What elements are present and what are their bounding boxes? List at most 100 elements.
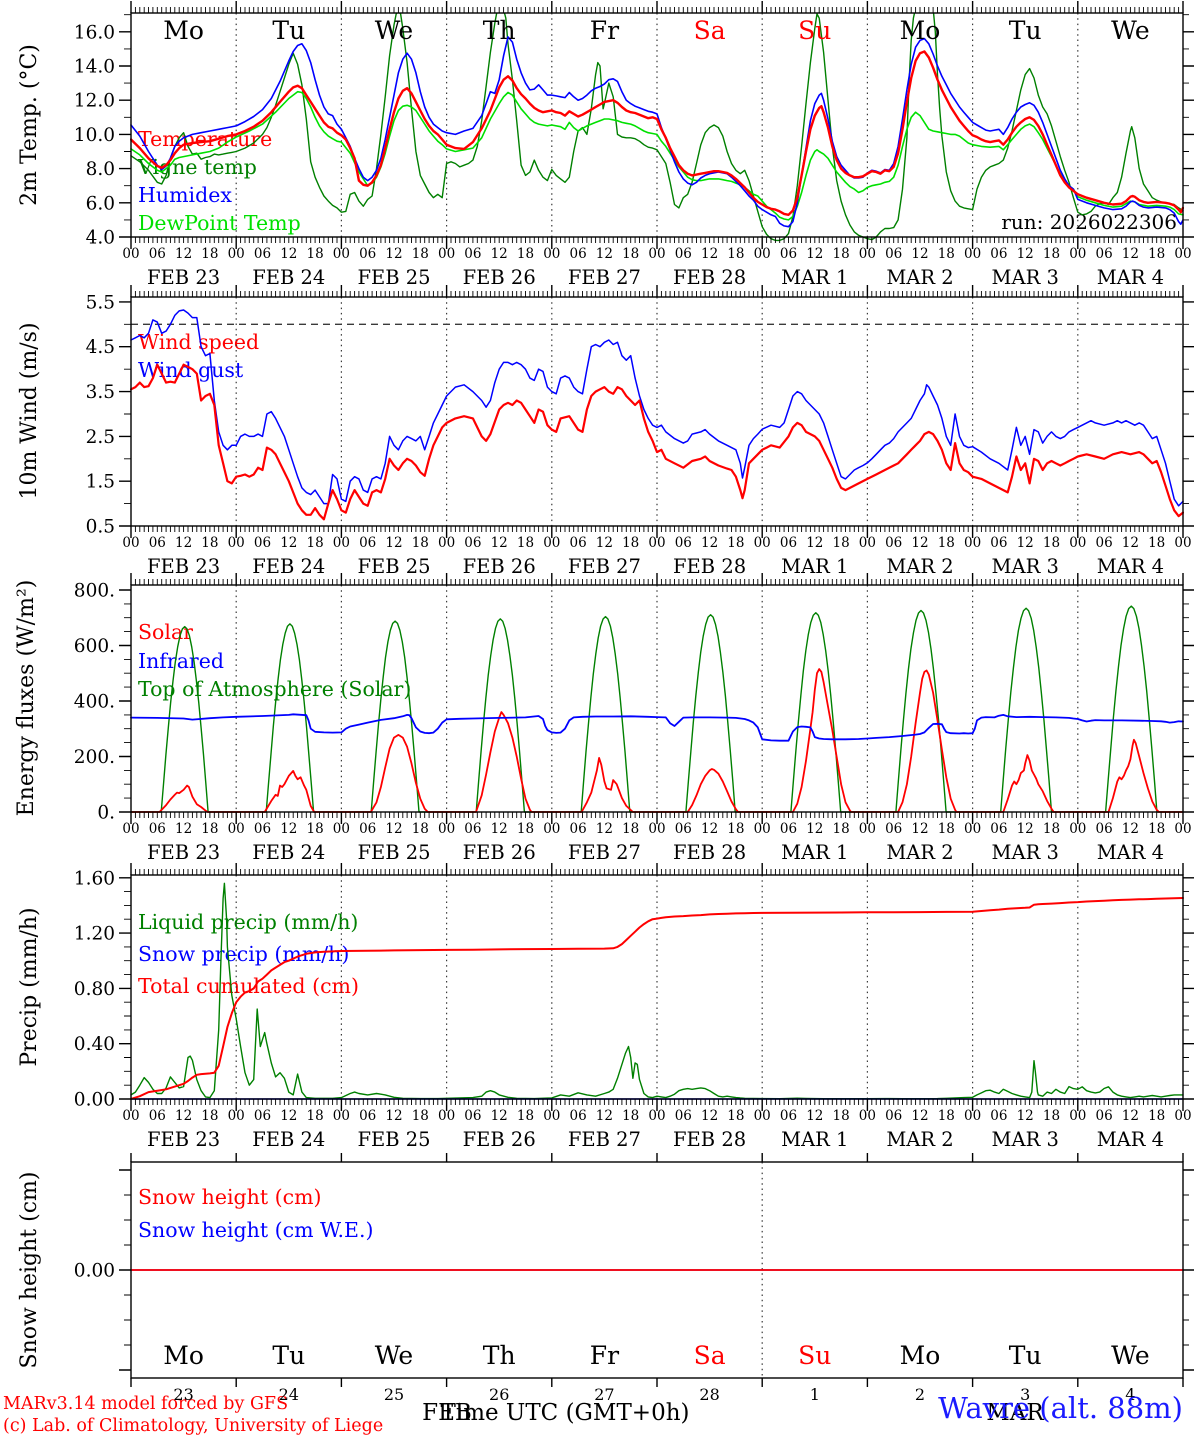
hour-tick-label: 06	[885, 535, 902, 551]
hour-tick-label: 18	[201, 535, 218, 551]
curve-wind-gust	[130, 309, 1184, 507]
y-tick-label: 400.	[74, 691, 115, 712]
hour-tick-label: 00	[543, 535, 560, 551]
hour-tick-label: 06	[149, 1108, 166, 1124]
hour-tick-label: 12	[1122, 535, 1139, 551]
minor-ticks	[124, 579, 1189, 818]
time-axis-label: Time UTC (GMT+0h)	[440, 1400, 690, 1426]
panel-wind-series	[130, 309, 1184, 521]
day-name-label: Tu	[272, 1341, 305, 1370]
date-label: MAR 4	[1097, 266, 1164, 289]
hour-tick-label: 12	[596, 821, 613, 837]
hour-tick-label: 00	[754, 821, 771, 837]
hour-tick-label: 06	[675, 1108, 692, 1124]
hour-tick-label: 12	[280, 1108, 297, 1124]
hour-tick-label: 18	[307, 535, 324, 551]
hour-tick-label: 18	[307, 246, 324, 262]
hour-tick-label: 00	[1174, 821, 1191, 837]
legend-dewpoint-temp: DewPoint Temp	[138, 211, 301, 235]
hour-tick-label: 12	[701, 1108, 718, 1124]
hour-tick-label: 18	[727, 535, 744, 551]
hour-tick-label: 06	[254, 821, 271, 837]
hour-tick-label: 18	[727, 821, 744, 837]
date-label: FEB 26	[463, 1128, 536, 1151]
hour-tick-label: 18	[622, 535, 639, 551]
y-tick-label: 0.40	[74, 1034, 115, 1055]
hour-tick-label: 00	[754, 246, 771, 262]
hour-tick-label: 12	[1017, 246, 1034, 262]
date-label: FEB 28	[673, 841, 746, 864]
hour-tick-label: 06	[675, 535, 692, 551]
hour-tick-label: 06	[149, 535, 166, 551]
hour-tick-label: 18	[412, 535, 429, 551]
hour-tick-label: 06	[1096, 535, 1113, 551]
date-label: FEB 28	[673, 555, 746, 578]
hour-tick-label: 12	[491, 821, 508, 837]
hour-tick-label: 00	[754, 1108, 771, 1124]
hour-tick-label: 18	[412, 821, 429, 837]
day-name-label: Mo	[163, 16, 204, 45]
hour-tick-label: 06	[254, 246, 271, 262]
hour-tick-label: 18	[1043, 246, 1060, 262]
hour-tick-label: 06	[1096, 821, 1113, 837]
curve-temperature	[130, 50, 1184, 216]
hour-tick-label: 00	[1174, 1108, 1191, 1124]
hour-tick-label: 00	[438, 535, 455, 551]
date-label: MAR 1	[781, 1128, 848, 1151]
hour-tick-label: 06	[990, 246, 1007, 262]
hour-tick-label: 00	[964, 1108, 981, 1124]
date-label: FEB 25	[357, 555, 430, 578]
hour-tick-label: 00	[438, 246, 455, 262]
lab-credit: (c) Lab. of Climatology, University of L…	[3, 1416, 384, 1436]
hour-tick-label: 18	[307, 1108, 324, 1124]
date-label: FEB 25	[357, 266, 430, 289]
hour-tick-label: 00	[438, 1108, 455, 1124]
hour-tick-label: 18	[938, 1108, 955, 1124]
hour-tick-label: 00	[438, 821, 455, 837]
hour-tick-label: 06	[780, 821, 797, 837]
hour-tick-label: 12	[491, 246, 508, 262]
hour-tick-label: 06	[464, 535, 481, 551]
hour-tick-label: 00	[964, 246, 981, 262]
y-tick-label: 1.20	[74, 924, 115, 945]
date-label: FEB 27	[568, 1128, 641, 1151]
hour-tick-label: 18	[938, 246, 955, 262]
hour-tick-label: 00	[754, 535, 771, 551]
date-label: MAR 2	[886, 1128, 953, 1151]
y-tick-label: 5.5	[86, 292, 115, 313]
curve-solar	[130, 668, 1184, 813]
hour-tick-label: 12	[385, 821, 402, 837]
day-name-label: Su	[798, 16, 831, 45]
hour-tick-label: 00	[228, 535, 245, 551]
y-tick-label: 600.	[74, 636, 115, 657]
hour-tick-label: 12	[175, 246, 192, 262]
hour-tick-label: 12	[911, 821, 928, 837]
day-name-label: We	[375, 1341, 413, 1370]
date-label: FEB 23	[147, 841, 220, 864]
hour-tick-label: 18	[938, 535, 955, 551]
hour-tick-label: 12	[175, 1108, 192, 1124]
day-name-label: Mo	[900, 16, 941, 45]
hour-tick-label: 18	[727, 1108, 744, 1124]
date-label: MAR 1	[781, 555, 848, 578]
hour-tick-label: 18	[1148, 1108, 1165, 1124]
hour-tick-label: 18	[517, 821, 534, 837]
hour-tick-label: 00	[122, 1108, 139, 1124]
day-name-label: Mo	[163, 1341, 204, 1370]
hour-tick-label: 00	[228, 821, 245, 837]
curve-vigne-temp	[130, 12, 1184, 242]
hour-tick-label: 06	[675, 821, 692, 837]
hour-tick-label: 12	[1017, 821, 1034, 837]
y-tick-label: 6.0	[86, 193, 115, 214]
hour-tick-label: 06	[149, 821, 166, 837]
hour-tick-label: 00	[543, 246, 560, 262]
hour-tick-label: 18	[307, 821, 324, 837]
date-label: FEB 26	[463, 841, 536, 864]
major-ticks	[119, 1153, 1194, 1387]
date-label: FEB 23	[147, 266, 220, 289]
date-label: MAR 2	[886, 266, 953, 289]
legend-snow-height-we: Snow height (cm W.E.)	[138, 1218, 374, 1242]
date-label: FEB 24	[252, 841, 325, 864]
legend-snow-precip: Snow precip (mm/h)	[138, 942, 350, 966]
